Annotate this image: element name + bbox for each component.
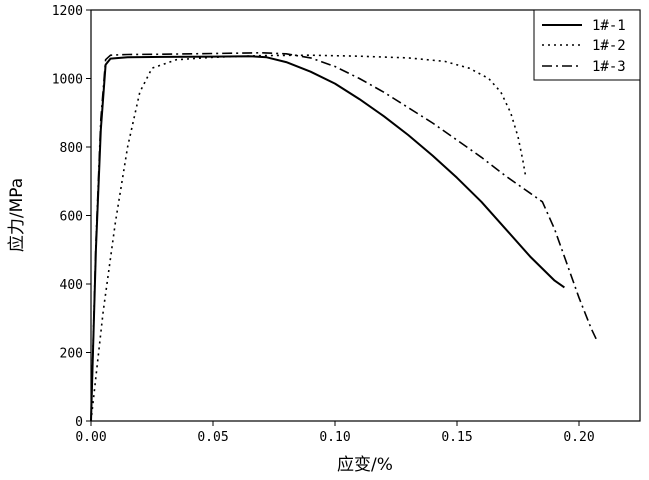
series-line-3 — [91, 53, 596, 421]
y-tick-label: 200 — [60, 347, 83, 362]
x-tick-label: 0.05 — [197, 430, 228, 445]
x-axis-ticks: 0.00 0.05 0.10 0.15 0.20 — [75, 421, 594, 445]
x-axis-title: 应变/% — [337, 455, 393, 475]
series-line-1 — [91, 56, 564, 421]
x-tick-label: 0.15 — [441, 430, 472, 445]
y-axis-title: 应力/MPa — [7, 178, 27, 252]
y-tick-label: 400 — [60, 278, 83, 293]
y-tick-label: 800 — [60, 141, 83, 156]
y-tick-label: 1000 — [52, 73, 83, 88]
y-tick-label: 600 — [60, 210, 83, 225]
y-tick-label: 1200 — [52, 4, 83, 19]
legend: 1#-1 1#-2 1#-3 — [534, 10, 640, 80]
y-axis-ticks: 0 200 400 600 800 1000 1200 — [52, 4, 91, 430]
y-tick-label: 0 — [75, 415, 83, 430]
legend-label-3: 1#-3 — [592, 59, 626, 75]
legend-label-1: 1#-1 — [592, 18, 626, 34]
x-tick-label: 0.20 — [563, 430, 594, 445]
x-tick-label: 0.00 — [75, 430, 106, 445]
series-layer — [91, 53, 596, 421]
legend-label-2: 1#-2 — [592, 38, 626, 54]
series-line-2 — [91, 55, 525, 421]
x-tick-label: 0.10 — [319, 430, 350, 445]
